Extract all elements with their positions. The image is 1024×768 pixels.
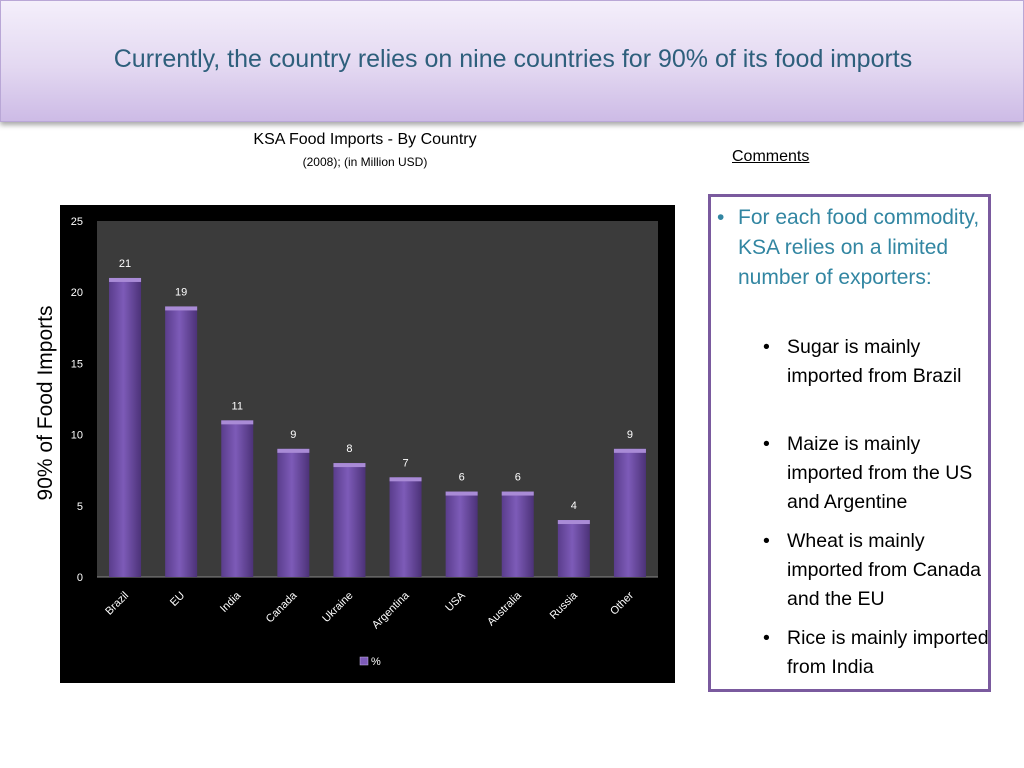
bar-top xyxy=(333,463,366,468)
y-tick-label: 15 xyxy=(71,358,83,370)
x-tick-label: Canada xyxy=(264,589,300,625)
data-label: 19 xyxy=(175,286,187,298)
comment-item-text: Wheat is mainly imported from Canada and… xyxy=(787,530,982,610)
data-label: 7 xyxy=(402,457,408,469)
bullet-icon: • xyxy=(717,206,725,229)
bar xyxy=(445,491,478,577)
chart-panel: 0 5 10 15 20 25 21 Brazil 19 EU 11 India 9 Canada 8 Ukr… xyxy=(60,205,675,683)
x-tick-label: Other xyxy=(608,589,636,617)
bar xyxy=(277,448,310,577)
bar-top xyxy=(501,491,534,496)
slide-header: Currently, the country relies on nine co… xyxy=(0,0,1024,122)
y-axis-label: 90% of Food Imports xyxy=(34,305,57,501)
chart-subtitle: (2008); (in Million USD) xyxy=(302,155,428,169)
bar-top xyxy=(557,520,590,525)
data-label: 9 xyxy=(627,429,633,441)
chart-title: KSA Food Imports - By Country xyxy=(253,131,477,148)
bar xyxy=(221,420,254,577)
bar-top xyxy=(277,448,310,453)
data-label: 9 xyxy=(290,429,296,441)
y-tick-label: 0 xyxy=(77,572,83,584)
bar-chart: 0 5 10 15 20 25 21 Brazil 19 EU 11 India 9 Canada 8 Ukr… xyxy=(71,216,658,668)
bar xyxy=(557,520,590,577)
y-tick-label: 5 xyxy=(77,501,83,513)
comment-item: • Rice is mainly imported from India xyxy=(763,624,993,682)
x-tick-label: USA xyxy=(443,589,468,614)
x-tick-label: Argentina xyxy=(370,589,412,631)
x-tick-label: Ukraine xyxy=(320,590,355,625)
bar-top xyxy=(165,306,198,311)
comments-box: • For each food commodity, KSA relies on… xyxy=(708,194,991,692)
x-tick-label: Russia xyxy=(548,589,581,622)
y-tick-label: 25 xyxy=(71,216,83,228)
x-tick-label: India xyxy=(218,589,244,615)
slide-title: Currently, the country relies on nine co… xyxy=(113,45,913,73)
comment-item-text: Sugar is mainly imported from Brazil xyxy=(787,336,962,387)
bullet-icon: • xyxy=(763,627,770,649)
legend-swatch xyxy=(359,656,369,666)
comment-item: • Maize is mainly imported from the US a… xyxy=(763,430,993,517)
bullet-icon: • xyxy=(763,336,770,358)
x-tick-label: Australia xyxy=(485,589,524,628)
comment-main: • For each food commodity, KSA relies on… xyxy=(717,203,987,293)
bar xyxy=(109,277,142,577)
bar xyxy=(501,491,534,577)
bar-top xyxy=(613,448,646,453)
comments-title: Comments xyxy=(732,148,810,165)
bullet-icon: • xyxy=(763,530,770,552)
data-label: 8 xyxy=(346,443,352,455)
x-tick-label: EU xyxy=(168,590,187,609)
bar xyxy=(613,448,646,577)
x-tick-label: Brazil xyxy=(103,590,131,618)
comment-item: • Sugar is mainly imported from Brazil xyxy=(763,333,993,391)
bar-top xyxy=(389,477,422,482)
comment-item-text: Maize is mainly imported from the US and… xyxy=(787,433,973,513)
data-label: 4 xyxy=(571,500,577,512)
comment-main-text: For each food commodity, KSA relies on a… xyxy=(738,206,980,289)
bar xyxy=(389,477,422,577)
data-label: 21 xyxy=(119,258,131,270)
legend-label: % xyxy=(371,656,381,668)
bar-top xyxy=(221,420,254,425)
bar-top xyxy=(109,277,142,282)
bar-top xyxy=(445,491,478,496)
bullet-icon: • xyxy=(763,433,770,455)
data-label: 6 xyxy=(459,472,465,484)
y-tick-label: 20 xyxy=(71,287,83,299)
comment-item: • Wheat is mainly imported from Canada a… xyxy=(763,527,993,614)
y-tick-label: 10 xyxy=(71,430,83,442)
bar xyxy=(165,306,198,577)
bar xyxy=(333,463,366,577)
comment-item-text: Rice is mainly imported from India xyxy=(787,627,989,678)
data-label: 11 xyxy=(232,400,243,412)
data-label: 6 xyxy=(515,472,521,484)
